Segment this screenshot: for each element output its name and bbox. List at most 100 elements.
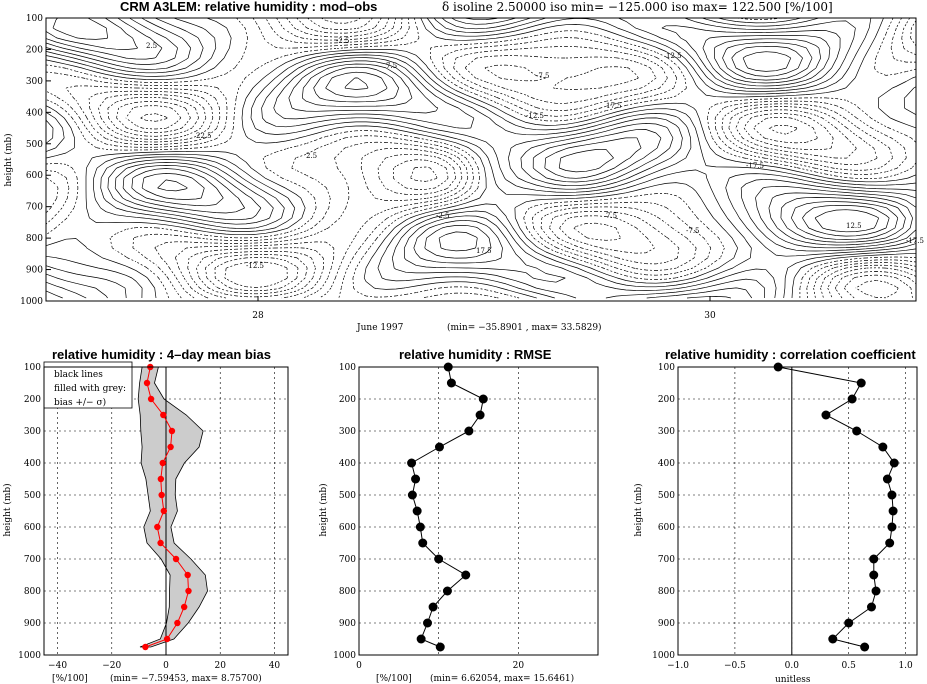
bias-point [157, 539, 164, 547]
contour-y-label: height (mb) [3, 133, 14, 186]
corr-point [882, 474, 892, 484]
corr-point [844, 618, 854, 628]
bias-point [172, 555, 180, 563]
contour-label: 2.5 [306, 152, 317, 160]
rmse-point [478, 394, 488, 404]
corr-y-tick-label: 100 [658, 363, 675, 373]
corr-point [856, 378, 866, 388]
contour-y-ticks: 100 200 300 400 500 600 700 800 900 1000 [20, 14, 711, 307]
corr-point [889, 458, 899, 468]
bias-x-tick-label: 0 [163, 661, 169, 671]
rmse-point [442, 586, 452, 596]
contour-label: 7.5 [606, 212, 617, 220]
rmse-grid [358, 366, 598, 656]
rmse-series-line [411, 366, 484, 648]
bias-legend-line-2: filled with grey: [54, 384, 126, 394]
contour-frame [45, 17, 917, 302]
rmse-y-tick-label: 700 [339, 555, 356, 565]
rmse-point [434, 554, 444, 564]
contour-isoline [157, 51, 890, 237]
bias-panel: relative humidity : 4–day mean bias blac… [2, 347, 289, 684]
contour-label: 2.5 [146, 42, 157, 50]
contour-label: -7.5 [536, 72, 550, 80]
rmse-point [412, 506, 422, 516]
corr-point [821, 410, 831, 420]
contour-title: CRM A3LEM: relative humidity : mod–obs [120, 0, 377, 14]
contour-y-tick-label: 200 [26, 45, 43, 55]
contour-y-tick-label: 100 [26, 14, 43, 24]
rmse-y-tick-label: 800 [339, 587, 356, 597]
rmse-point [446, 378, 456, 388]
contour-isoline [140, 113, 288, 288]
contour-isoline [45, 17, 917, 299]
bias-sigma-band [137, 366, 208, 648]
bias-y-ticks: 100 200 300 400 500 600 700 800 900 1000 [18, 363, 41, 661]
corr-point [871, 586, 881, 596]
contour-isoline [45, 17, 913, 299]
contour-isoline [125, 17, 899, 299]
bias-legend-line-1: black lines [54, 370, 103, 380]
bias-y-tick-label: 400 [24, 459, 41, 469]
contour-x-tick-30: 30 [704, 311, 716, 321]
contour-isoline [45, 17, 917, 299]
contour-isoline [814, 209, 880, 233]
contour-y-tick-label: 300 [26, 77, 43, 87]
bias-y-tick-label: 900 [24, 619, 41, 629]
bias-points [142, 363, 192, 651]
rmse-point [461, 570, 471, 580]
bias-point [168, 427, 176, 435]
bias-point [184, 571, 191, 579]
corr-x-tick-label: 1.0 [898, 661, 913, 671]
rmse-frame [358, 366, 599, 656]
rmse-y-tick-label: 100 [339, 363, 356, 373]
rmse-points [407, 362, 488, 652]
contour-y-tick-label: 800 [26, 234, 43, 244]
rmse-x-label: [%/100] [376, 674, 412, 684]
contour-isoline [88, 17, 917, 299]
rmse-y-tick-label: 400 [339, 459, 356, 469]
contour-label: 12.5 [666, 52, 682, 60]
corr-point [852, 426, 862, 436]
corr-y-tick-label: 700 [658, 555, 675, 565]
rmse-y-label: height (mb) [318, 483, 329, 536]
bias-point [159, 459, 166, 467]
bias-x-tick-label: −20 [102, 661, 121, 671]
bias-y-tick-label: 700 [24, 555, 41, 565]
bias-point [167, 443, 174, 451]
contour-label: -17.5 [746, 162, 764, 170]
contour-label: -7.5 [686, 227, 700, 235]
rmse-stats: (min= 6.62054, max= 15.6461) [430, 673, 574, 684]
bias-x-ticks: −40 −20 0 20 40 [48, 661, 280, 671]
corr-point [887, 490, 897, 500]
bias-point [160, 507, 168, 515]
bias-stats: (min= −7.59453, max= 8.75700) [110, 673, 262, 684]
corr-y-ticks: 100 200 300 400 500 600 700 800 900 1000 [652, 363, 675, 661]
bias-point [180, 603, 188, 611]
rmse-y-tick-label: 900 [339, 619, 356, 629]
corr-x-tick-label: −1.0 [667, 661, 689, 671]
corr-y-tick-label: 900 [658, 619, 675, 629]
corr-x-tick-label: 0.5 [842, 661, 857, 671]
bias-point [157, 475, 165, 483]
rmse-x-tick-label: 0 [356, 661, 362, 671]
rmse-point [464, 426, 474, 436]
contour-label: 7.5 [386, 62, 397, 70]
corr-y-tick-label: 800 [658, 587, 675, 597]
contour-label: 17.5 [476, 247, 492, 255]
rmse-y-tick-label: 600 [339, 523, 356, 533]
bias-legend-line-3: bias +/− σ) [54, 397, 106, 408]
bias-point [142, 643, 149, 651]
contour-isoline [52, 17, 899, 240]
bias-x-tick-label: 40 [269, 661, 281, 671]
corr-point [869, 570, 879, 580]
contour-label: -12.5 [526, 112, 544, 120]
bias-point [163, 635, 171, 643]
contour-label: -2.5 [336, 37, 350, 45]
bias-y-tick-label: 100 [24, 363, 41, 373]
bias-x-tick-label: 20 [214, 661, 226, 671]
corr-point [828, 634, 838, 644]
corr-x-tick-label: 0.0 [785, 661, 800, 671]
rmse-point [435, 642, 445, 652]
rmse-point [407, 458, 417, 468]
corr-point [860, 642, 870, 652]
